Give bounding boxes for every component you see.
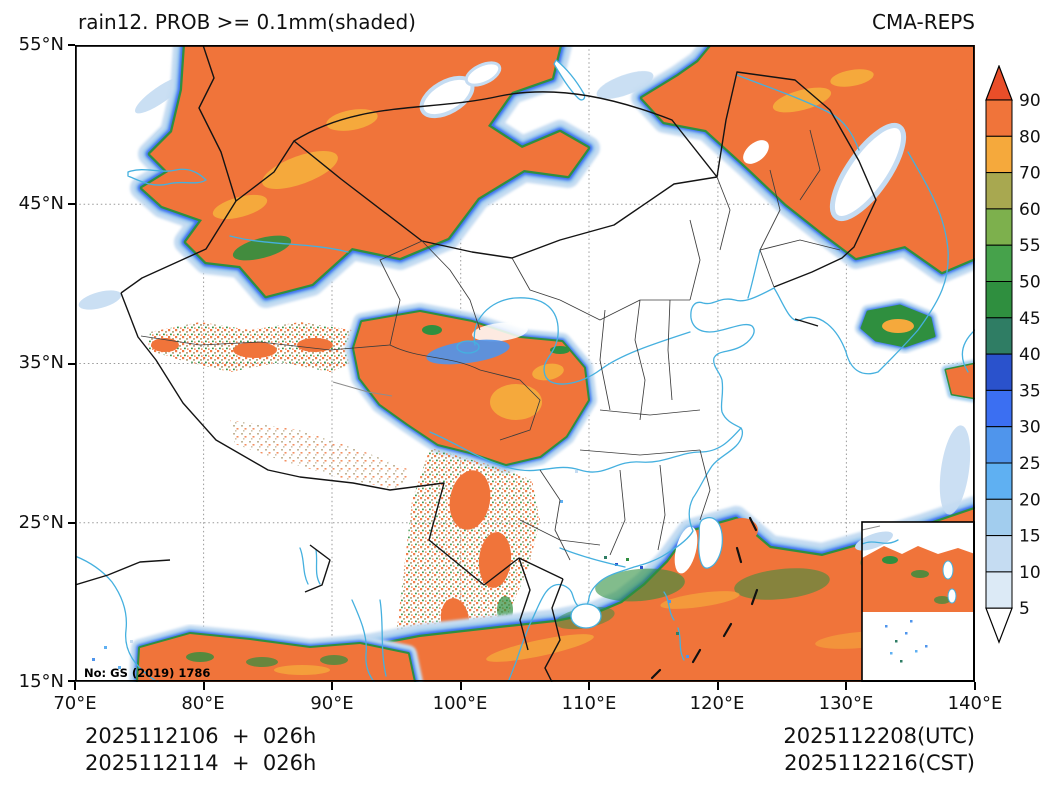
colorbar-segment: [985, 99, 1013, 137]
colorbar-segment: [985, 535, 1013, 573]
colorbar-tick-label: 60: [1019, 200, 1041, 220]
x-tick-label: 80°E: [181, 693, 225, 714]
lake-balkhash: [127, 168, 207, 186]
colorbar-segment: [985, 498, 1013, 537]
model-name: CMA-REPS: [872, 10, 975, 34]
inset-island-specks: [885, 620, 928, 663]
colorbar-segment: [985, 426, 1013, 464]
y-tick-label: 55°N: [18, 34, 64, 55]
init-time-cst: 2025112114 + 026h: [85, 751, 317, 775]
y-tick-label: 35°N: [18, 352, 64, 373]
colorbar-tick-label: 70: [1019, 164, 1041, 184]
colorbar-segment: [985, 571, 1013, 609]
x-tick: [331, 682, 333, 690]
valid-time-utc: 2025112208(UTC): [783, 724, 975, 748]
sichuan-mass: [354, 312, 588, 464]
colorbar-segment: [985, 208, 1013, 246]
taiwan-island: [698, 517, 723, 569]
map-frame: [75, 45, 975, 682]
national-boundaries: [75, 45, 877, 682]
plot-title: rain12. PROB >= 0.1mm(shaded): [78, 10, 416, 34]
map-canvas: [75, 45, 975, 682]
x-tick: [74, 682, 76, 690]
y-tick: [68, 363, 75, 365]
colorbar-segment: [985, 389, 1013, 428]
y-tick-label: 15°N: [18, 671, 64, 692]
colorbar-tick-label: 15: [1019, 527, 1041, 547]
qinghai-lake: [456, 340, 480, 354]
x-tick: [974, 682, 976, 690]
x-tick-label: 110°E: [561, 693, 617, 714]
x-tick-label: 90°E: [310, 693, 354, 714]
y-tick-label: 25°N: [18, 512, 64, 533]
inset-border: [861, 521, 975, 682]
yangtze-river: [429, 427, 742, 473]
hainan-island: [570, 603, 602, 629]
colorbar-segment: [985, 353, 1013, 391]
colorbar-segment: [985, 317, 1013, 355]
colorbar-tick-label: 80: [1019, 127, 1041, 147]
colorbar-tick-label: 90: [1019, 91, 1041, 111]
philippines-coast: [663, 591, 689, 661]
south-china-sea-inset: [855, 521, 975, 682]
colorbar-tick-label: 40: [1019, 345, 1041, 365]
precip-probability-shading: [78, 45, 975, 682]
x-tick-label: 70°E: [53, 693, 97, 714]
probability-colorbar: 90 80 70 60 55 50 45 40 35 30 25 20 15 10 5: [985, 65, 1041, 644]
colorbar-segment: [985, 462, 1013, 500]
undefined-boundary: [332, 381, 393, 397]
colorbar-tick-label: 35: [1019, 381, 1041, 401]
colorbar-segment: [985, 172, 1013, 210]
colorbar-segment: [985, 281, 1013, 319]
colorbar-tick-label: 5: [1019, 599, 1030, 619]
colorbar-tick-label: 30: [1019, 418, 1041, 438]
colorbar-segment: [985, 135, 1013, 174]
x-tick: [460, 682, 462, 690]
colorbar-tick-label: 25: [1019, 454, 1041, 474]
x-tick: [717, 682, 719, 690]
x-tick-label: 100°E: [432, 693, 488, 714]
y-tick: [68, 680, 75, 682]
y-tick: [68, 44, 75, 46]
x-tick: [588, 682, 590, 690]
colorbar-segment: [985, 244, 1013, 282]
tibet-speckle-band: [148, 322, 410, 490]
yellow-river: [473, 297, 691, 385]
province-boundaries: [140, 129, 841, 561]
yellow-sea-blobs: [862, 306, 975, 398]
y-tick: [68, 522, 75, 524]
x-tick-label: 140°E: [947, 693, 1003, 714]
colorbar-extend-above: [985, 65, 1013, 101]
map-license-note: No: GS (2019) 1786: [84, 666, 211, 680]
y-tick-label: 45°N: [18, 193, 64, 214]
colorbar-tick-label: 10: [1019, 563, 1041, 583]
x-tick-label: 120°E: [689, 693, 745, 714]
x-tick: [845, 682, 847, 690]
init-time-utc: 2025112106 + 026h: [85, 724, 317, 748]
y-tick: [68, 203, 75, 205]
lake-baikal: [553, 59, 586, 101]
bottom-left-band: [92, 634, 414, 682]
northeast-mass: [642, 45, 975, 272]
nine-dash-line: [650, 516, 759, 680]
colorbar-tick-label: 20: [1019, 490, 1041, 510]
colorbar-extend-below: [985, 607, 1013, 644]
valid-time-cst: 2025112216(CST): [784, 751, 975, 775]
colorbar-tick-label: 55: [1019, 236, 1041, 256]
colorbar-tick-label: 50: [1019, 273, 1041, 293]
x-tick-label: 130°E: [818, 693, 874, 714]
colorbar-tick-label: 45: [1019, 309, 1041, 329]
map-area: [75, 45, 975, 682]
x-tick: [203, 682, 205, 690]
